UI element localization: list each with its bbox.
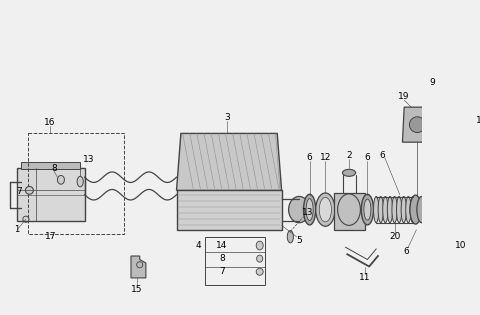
- Ellipse shape: [257, 255, 263, 262]
- Text: 6: 6: [379, 151, 385, 160]
- Text: 13: 13: [302, 208, 313, 217]
- Ellipse shape: [417, 197, 427, 223]
- Ellipse shape: [77, 176, 83, 187]
- Ellipse shape: [387, 197, 393, 223]
- Text: 7: 7: [16, 187, 22, 196]
- Text: 6: 6: [403, 247, 409, 256]
- Text: 2: 2: [346, 151, 352, 160]
- Ellipse shape: [288, 231, 293, 243]
- Polygon shape: [131, 256, 146, 278]
- Text: 6: 6: [364, 153, 370, 163]
- Ellipse shape: [288, 197, 310, 223]
- Bar: [28, 134, 124, 234]
- Ellipse shape: [364, 199, 371, 220]
- Text: 19: 19: [398, 92, 410, 101]
- Text: 15: 15: [132, 285, 143, 294]
- Ellipse shape: [25, 186, 33, 194]
- Bar: [21, 162, 80, 169]
- Ellipse shape: [316, 193, 335, 226]
- Text: 10: 10: [456, 241, 467, 250]
- Ellipse shape: [410, 197, 416, 223]
- Ellipse shape: [432, 197, 447, 222]
- Text: 8: 8: [51, 164, 57, 173]
- Text: 17: 17: [45, 232, 56, 241]
- Ellipse shape: [383, 197, 388, 223]
- Polygon shape: [402, 107, 432, 142]
- Ellipse shape: [306, 199, 313, 220]
- Text: 6: 6: [307, 153, 312, 163]
- Text: 7: 7: [219, 267, 225, 276]
- Ellipse shape: [410, 195, 421, 224]
- Ellipse shape: [303, 194, 316, 225]
- Ellipse shape: [406, 197, 411, 223]
- Ellipse shape: [409, 117, 425, 133]
- Polygon shape: [17, 169, 84, 221]
- Ellipse shape: [342, 169, 356, 176]
- Text: 13: 13: [83, 155, 95, 164]
- Text: 18: 18: [476, 116, 480, 125]
- Ellipse shape: [401, 197, 407, 223]
- Ellipse shape: [256, 268, 263, 275]
- Text: 16: 16: [44, 118, 55, 127]
- Ellipse shape: [319, 197, 332, 222]
- Ellipse shape: [361, 194, 373, 225]
- Text: 14: 14: [216, 241, 228, 250]
- Text: 5: 5: [296, 236, 302, 245]
- Ellipse shape: [392, 197, 397, 223]
- Polygon shape: [177, 134, 282, 190]
- Text: 8: 8: [219, 254, 225, 263]
- Text: 11: 11: [359, 273, 371, 283]
- Ellipse shape: [421, 184, 457, 235]
- Text: 1: 1: [14, 225, 20, 234]
- Ellipse shape: [426, 190, 452, 229]
- Polygon shape: [177, 190, 282, 230]
- Bar: [205, 237, 265, 285]
- Text: 4: 4: [195, 241, 201, 250]
- Text: 3: 3: [225, 113, 230, 122]
- Polygon shape: [334, 193, 365, 230]
- Ellipse shape: [373, 197, 379, 223]
- Ellipse shape: [58, 175, 64, 184]
- Ellipse shape: [378, 197, 384, 223]
- Ellipse shape: [256, 241, 263, 250]
- Text: 12: 12: [320, 153, 331, 163]
- Text: 9: 9: [429, 78, 435, 87]
- Text: 20: 20: [389, 232, 400, 241]
- Ellipse shape: [396, 197, 402, 223]
